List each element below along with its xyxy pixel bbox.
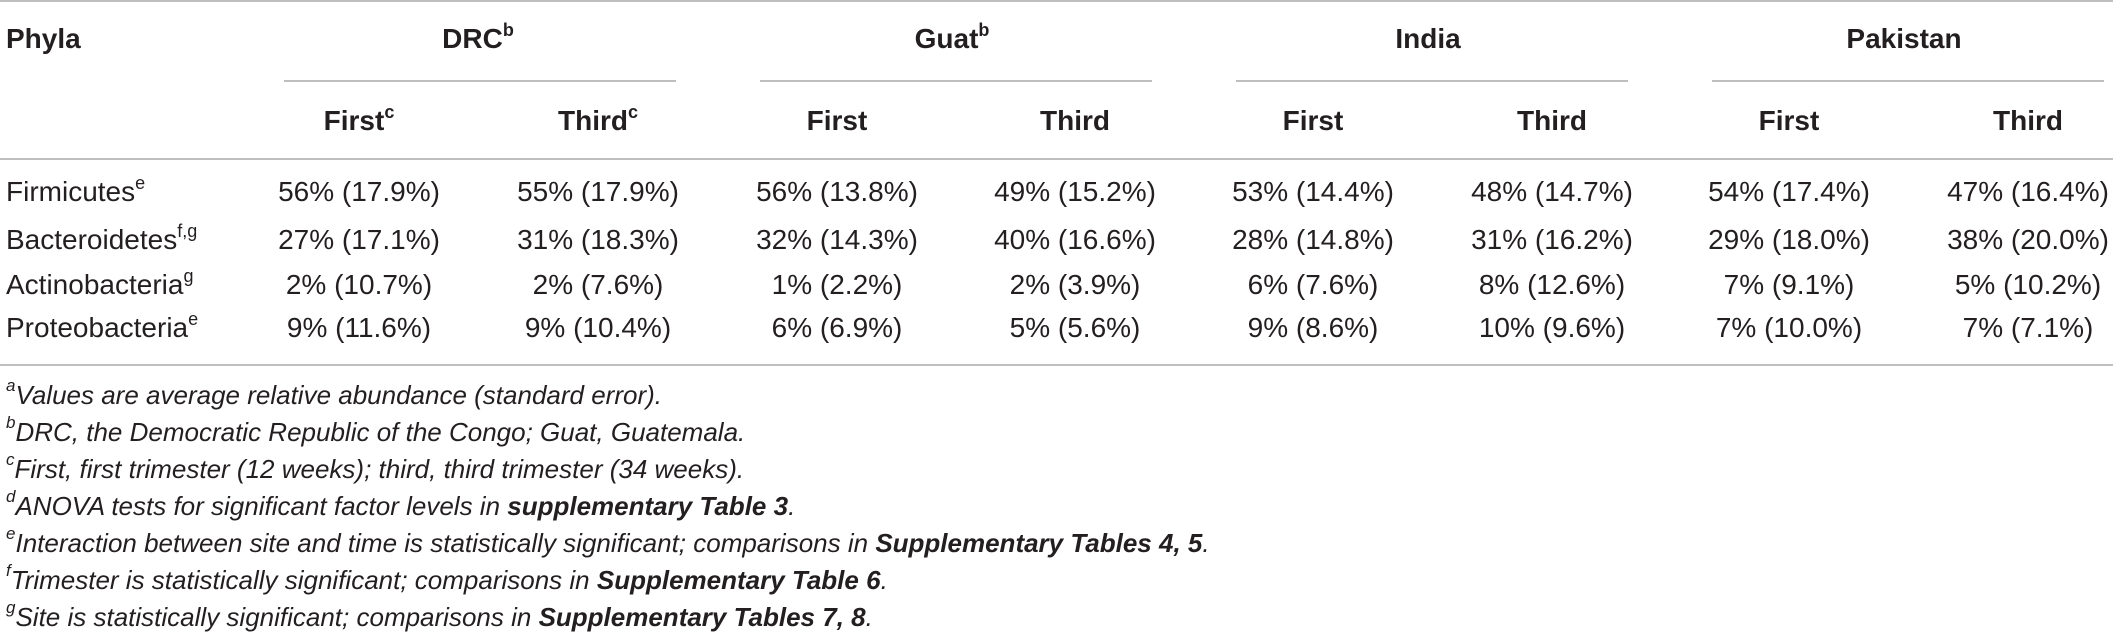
cell-proteobacteria-guat-first: 6% (6.9%)	[771, 312, 903, 343]
cell-bacteroidetes-pakistan-third: 38% (20.0%)	[1947, 224, 2109, 255]
row-label-proteobacteria: Proteobacteriae	[6, 308, 199, 343]
table-bottom-rule	[0, 364, 2113, 366]
footnote-e: eInteraction between site and time is st…	[6, 524, 1210, 558]
cell-firmicutes-drc-third: 55% (17.9%)	[517, 176, 679, 207]
footnote-a: aValues are average relative abundance (…	[6, 376, 662, 410]
cell-actinobacteria-pakistan-third: 5% (10.2%)	[1954, 269, 2102, 300]
subheader-pakistan-third: Third	[1993, 105, 2063, 136]
row-label-firmicutes: Firmicutese	[6, 172, 146, 207]
cell-actinobacteria-drc-third: 2% (7.6%)	[532, 269, 664, 300]
header-bottom-rule	[0, 158, 2113, 160]
cell-bacteroidetes-guat-third: 40% (16.6%)	[994, 224, 1156, 255]
cell-firmicutes-india-third: 48% (14.7%)	[1471, 176, 1633, 207]
cell-bacteroidetes-drc-first: 27% (17.1%)	[278, 224, 440, 255]
footnote-b: bDRC, the Democratic Republic of the Con…	[6, 413, 746, 447]
cell-bacteroidetes-guat-first: 32% (14.3%)	[756, 224, 918, 255]
group-header-india: India	[1395, 23, 1461, 54]
cell-firmicutes-guat-first: 56% (13.8%)	[756, 176, 918, 207]
cell-actinobacteria-guat-third: 2% (3.9%)	[1009, 269, 1141, 300]
footnote-d-ref: supplementary Table 3	[507, 491, 789, 521]
group-rule-india	[1236, 80, 1628, 82]
row-label-actinobacteria: Actinobacteriag	[6, 265, 194, 300]
subheader-drc-third: Thirdc	[557, 101, 639, 136]
subheader-india-first: First	[1282, 105, 1344, 136]
footnote-e-ref: Supplementary Tables 4, 5	[875, 528, 1203, 558]
cell-firmicutes-india-first: 53% (14.4%)	[1232, 176, 1394, 207]
subheader-pakistan-first: First	[1758, 105, 1820, 136]
cell-firmicutes-pakistan-third: 47% (16.4%)	[1947, 176, 2109, 207]
cell-proteobacteria-pakistan-first: 7% (10.0%)	[1715, 312, 1863, 343]
cell-actinobacteria-guat-first: 1% (2.2%)	[771, 269, 903, 300]
cell-bacteroidetes-india-third: 31% (16.2%)	[1471, 224, 1633, 255]
group-rule-pakistan	[1712, 80, 2104, 82]
cell-bacteroidetes-drc-third: 31% (18.3%)	[517, 224, 679, 255]
table-top-rule	[0, 0, 2113, 2]
group-header-pakistan: Pakistan	[1846, 23, 1962, 54]
cell-proteobacteria-pakistan-third: 7% (7.1%)	[1962, 312, 2094, 343]
header-phyla: Phyla	[6, 23, 81, 54]
cell-actinobacteria-drc-first: 2% (10.7%)	[285, 269, 433, 300]
cell-bacteroidetes-pakistan-first: 29% (18.0%)	[1708, 224, 1870, 255]
cell-proteobacteria-drc-first: 9% (11.6%)	[286, 312, 432, 343]
cell-proteobacteria-india-first: 9% (8.6%)	[1247, 312, 1379, 343]
cell-actinobacteria-india-third: 8% (12.6%)	[1478, 269, 1626, 300]
cell-proteobacteria-drc-third: 9% (10.4%)	[524, 312, 672, 343]
footnote-c: cFirst, first trimester (12 weeks); thir…	[6, 450, 745, 484]
row-label-bacteroidetes: Bacteroidetesf,g	[6, 220, 198, 255]
group-header-guat: Guatb	[914, 19, 990, 54]
group-rule-guat	[760, 80, 1152, 82]
cell-proteobacteria-guat-third: 5% (5.6%)	[1009, 312, 1141, 343]
cell-proteobacteria-india-third: 10% (9.6%)	[1478, 312, 1626, 343]
footnote-f-ref: Supplementary Table 6	[596, 565, 881, 595]
subheader-guat-third: Third	[1040, 105, 1110, 136]
cell-firmicutes-pakistan-first: 54% (17.4%)	[1708, 176, 1870, 207]
subheader-drc-first: Firstc	[323, 101, 395, 136]
group-header-drc: DRCb	[442, 19, 514, 54]
footnote-f: fTrimester is statistically significant;…	[6, 561, 888, 595]
subheader-india-third: Third	[1517, 105, 1587, 136]
footnote-g-ref: Supplementary Tables 7, 8	[538, 602, 866, 632]
footnote-d: dANOVA tests for significant factor leve…	[6, 487, 796, 521]
group-rule-drc	[284, 80, 676, 82]
footnote-g: gSite is statistically significant; comp…	[6, 598, 873, 632]
cell-firmicutes-guat-third: 49% (15.2%)	[994, 176, 1156, 207]
cell-bacteroidetes-india-first: 28% (14.8%)	[1232, 224, 1394, 255]
cell-actinobacteria-india-first: 6% (7.6%)	[1247, 269, 1379, 300]
subheader-guat-first: First	[806, 105, 868, 136]
cell-firmicutes-drc-first: 56% (17.9%)	[278, 176, 440, 207]
cell-actinobacteria-pakistan-first: 7% (9.1%)	[1723, 269, 1855, 300]
